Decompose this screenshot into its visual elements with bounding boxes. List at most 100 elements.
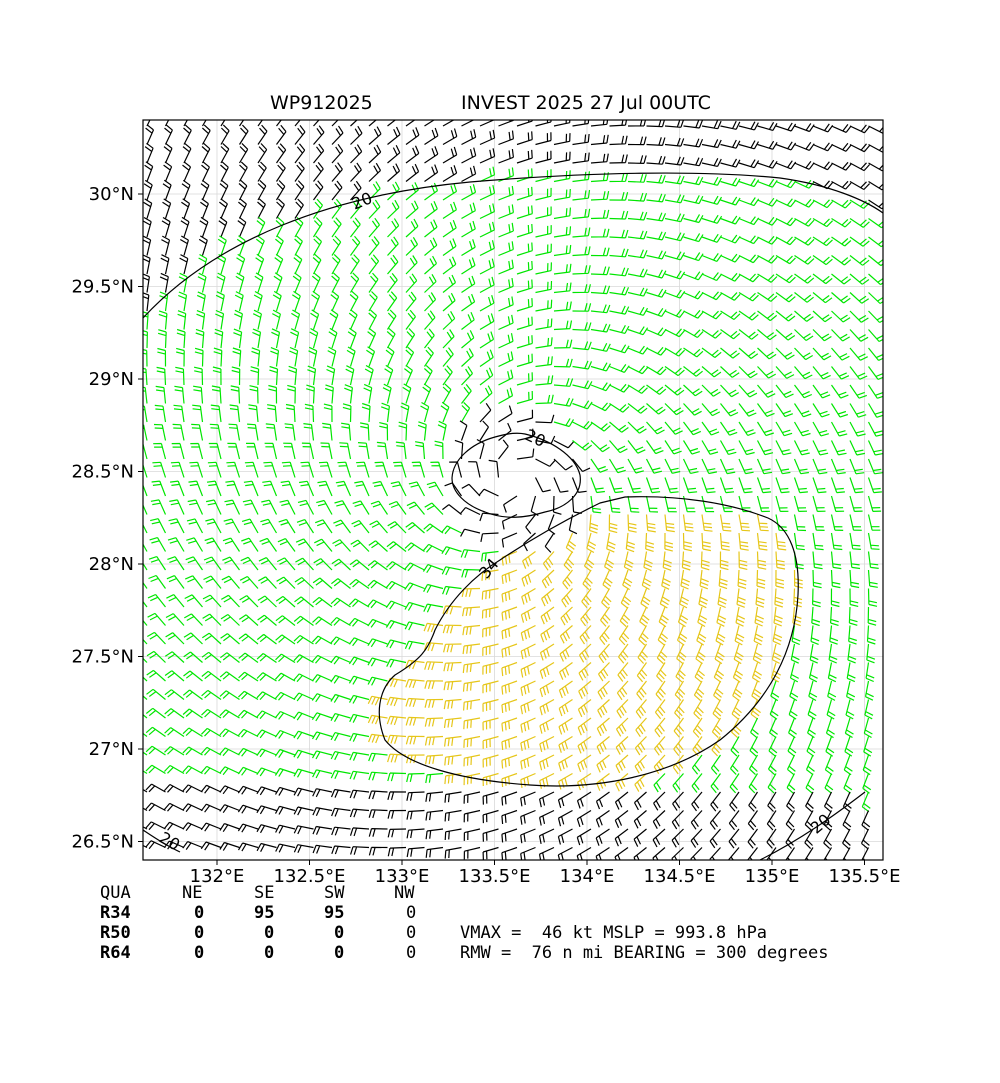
wind-barb [422,383,432,404]
wind-barb [558,680,573,699]
wind-barb [276,576,296,589]
wind-barb [812,236,833,247]
wind-barb [265,423,278,441]
wind-barb [222,556,240,571]
wind-barb [367,560,388,571]
wind-barb [719,532,730,551]
wind-barb [831,236,852,247]
wind-barb [478,488,499,497]
wind-barb [395,441,407,460]
wind-barb [755,588,765,608]
wind-barb [424,328,435,349]
wind-barb [516,131,533,146]
wind-barb [738,235,760,245]
wind-barb [530,495,539,517]
wind-barb [482,735,499,749]
wind-barb [462,643,481,655]
wind-barb [757,347,777,360]
wind-barb [182,746,203,756]
wind-barb [498,167,514,183]
wind-barb [235,272,245,293]
wind-barb [710,754,721,775]
wind-barb [757,197,778,207]
wind-barb [614,828,629,847]
wind-barb [300,461,315,478]
wind-barb [572,208,591,220]
wind-barb [405,200,419,219]
wind-barb [294,143,306,164]
wind-barb [849,347,868,361]
wind-barb [516,260,533,275]
wind-barb [143,523,148,534]
wind-barb [692,736,703,757]
wind-barb [157,329,167,349]
contour-20-north [143,172,883,319]
wind-barb [348,617,370,627]
wind-barb [143,657,148,663]
wind-barb [849,236,870,247]
wind-barb [812,123,834,133]
wind-barb [182,822,203,832]
wind-barb [349,713,370,723]
wind-barb [590,477,605,494]
wind-barb [720,384,739,398]
wind-barb [516,279,533,294]
wind-barb [756,532,768,551]
wind-barb [572,120,590,127]
wind-barb [738,366,758,379]
wind-barb [220,613,240,626]
wind-barb [849,199,870,209]
wind-barb [331,826,351,836]
wind-barb [679,588,689,609]
wind-barb [693,680,705,702]
wind-barb [255,235,265,256]
y-tick-label: 30°N [89,184,134,205]
wind-barb [444,791,462,803]
wind-barb [216,272,226,293]
wind-barb [368,733,388,744]
wind-barb [165,632,185,645]
wind-barb [730,717,742,739]
wind-barb [581,588,592,609]
wind-barb [461,587,481,598]
table-cell: 0 [194,903,205,923]
wind-barb [523,532,536,552]
wind-barb [253,290,263,312]
wind-barb [501,828,518,843]
wind-barb [303,423,315,441]
wind-barb [539,643,555,661]
wind-barb [498,333,514,349]
wind-barb [219,671,240,682]
wind-barb [590,228,610,238]
wind-barb [646,212,667,222]
wind-barb [701,195,723,205]
wind-barb [756,440,774,456]
wind-barb [479,221,495,238]
wind-barb [157,347,167,367]
wind-barb [425,809,444,821]
wind-barb [868,180,883,191]
wind-barb [516,316,533,331]
wind-barb [183,632,203,645]
wind-barb [831,329,851,342]
wind-barb [274,786,296,796]
wind-barb [831,255,852,266]
wind-barb [757,254,778,264]
wind-barb [330,732,351,742]
wind-barb [183,120,188,127]
wind-barb [701,253,723,262]
wind-barb [775,458,791,475]
wind-barb [252,309,262,330]
wind-barb [213,347,223,367]
wind-barb [424,164,439,182]
wind-barb [775,254,796,265]
wind-barb [444,735,462,747]
wind-barb [387,163,401,182]
wind-barb [690,828,703,848]
wind-barb [461,184,477,201]
wind-barb [293,806,314,816]
wind-barb [516,120,533,127]
axis-ticks: 132°E 132.5°E 133°E 133.5°E 134°E 134.5°E 135°… [71,184,900,887]
wind-barb [501,680,518,695]
wind-barb [182,727,203,738]
